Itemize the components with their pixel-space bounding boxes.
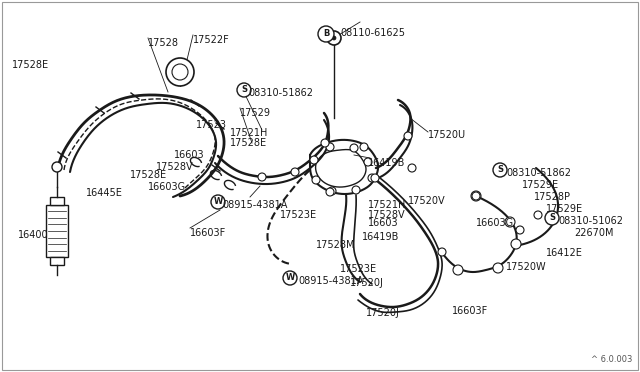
Text: 17520V: 17520V	[408, 196, 445, 206]
Circle shape	[312, 176, 320, 184]
Text: 16603F: 16603F	[190, 228, 227, 238]
Circle shape	[516, 226, 524, 234]
Text: B: B	[323, 29, 329, 38]
Circle shape	[511, 239, 521, 249]
Text: 17520J: 17520J	[350, 278, 384, 288]
Circle shape	[52, 162, 62, 172]
Circle shape	[166, 58, 194, 86]
Circle shape	[534, 211, 542, 219]
Text: 17521H: 17521H	[230, 128, 268, 138]
Circle shape	[327, 31, 341, 45]
Text: 17528V: 17528V	[368, 210, 406, 220]
Bar	[50, 197, 64, 205]
Circle shape	[283, 271, 297, 285]
Circle shape	[326, 188, 334, 196]
Text: 17520U: 17520U	[428, 130, 466, 140]
Text: 22670M: 22670M	[574, 228, 614, 238]
Text: 17521H: 17521H	[368, 200, 406, 210]
Text: 17529: 17529	[240, 108, 271, 118]
Circle shape	[472, 192, 480, 200]
Text: 17528M: 17528M	[316, 240, 355, 250]
Circle shape	[408, 164, 416, 172]
Text: 17520J: 17520J	[366, 308, 400, 318]
Circle shape	[350, 144, 358, 152]
Text: S: S	[497, 166, 503, 174]
Text: 16445E: 16445E	[86, 188, 123, 198]
Circle shape	[493, 263, 503, 273]
Text: W: W	[285, 273, 294, 282]
Text: 17523: 17523	[196, 120, 227, 130]
Text: 16603F: 16603F	[452, 306, 488, 316]
Text: 16412E: 16412E	[546, 248, 583, 258]
Text: 17528E: 17528E	[130, 170, 167, 180]
Text: 17522F: 17522F	[193, 35, 230, 45]
Text: 17520W: 17520W	[506, 262, 547, 272]
Circle shape	[237, 83, 251, 97]
Circle shape	[332, 36, 336, 40]
Text: 17529E: 17529E	[522, 180, 559, 190]
Bar	[50, 257, 64, 265]
Text: 17528V: 17528V	[156, 162, 194, 172]
Text: 17528: 17528	[148, 38, 179, 48]
Text: 17528E: 17528E	[12, 60, 49, 70]
Circle shape	[310, 156, 318, 164]
Text: 16400: 16400	[18, 230, 49, 240]
Bar	[46, 205, 68, 257]
Text: 16603G: 16603G	[148, 182, 186, 192]
Text: ^ 6.0.003: ^ 6.0.003	[591, 355, 632, 364]
Text: 17523E: 17523E	[340, 264, 377, 274]
Circle shape	[368, 174, 376, 182]
Circle shape	[505, 217, 515, 227]
Text: 16603: 16603	[368, 218, 399, 228]
Text: 08310-51862: 08310-51862	[248, 88, 313, 98]
Circle shape	[404, 132, 412, 140]
Text: 08915-4381A: 08915-4381A	[222, 200, 287, 210]
Circle shape	[453, 265, 463, 275]
Text: 08310-51062: 08310-51062	[558, 216, 623, 226]
Text: W: W	[213, 198, 223, 206]
Circle shape	[211, 195, 225, 209]
Text: 17528E: 17528E	[230, 138, 267, 148]
Circle shape	[371, 174, 379, 182]
Text: 17528P: 17528P	[534, 192, 571, 202]
Circle shape	[321, 139, 329, 147]
Text: 08110-61625: 08110-61625	[340, 28, 405, 38]
Circle shape	[326, 143, 334, 151]
Circle shape	[318, 26, 334, 42]
Circle shape	[258, 173, 266, 181]
Text: 16419B: 16419B	[362, 232, 399, 242]
Text: 17523E: 17523E	[280, 210, 317, 220]
Text: 16603G: 16603G	[476, 218, 514, 228]
Text: 16603: 16603	[174, 150, 205, 160]
Circle shape	[360, 143, 368, 151]
Circle shape	[545, 211, 559, 225]
Text: S: S	[241, 86, 247, 94]
Text: 16419B: 16419B	[368, 158, 405, 168]
Circle shape	[493, 163, 507, 177]
Text: 08915-4381A: 08915-4381A	[298, 276, 364, 286]
Circle shape	[172, 64, 188, 80]
Circle shape	[438, 248, 446, 256]
Text: 17529E: 17529E	[546, 204, 583, 214]
Circle shape	[291, 168, 299, 176]
Circle shape	[471, 191, 481, 201]
Text: S: S	[549, 214, 555, 222]
Circle shape	[328, 187, 336, 195]
Circle shape	[364, 158, 372, 166]
Circle shape	[352, 186, 360, 194]
Text: 08310-51862: 08310-51862	[506, 168, 571, 178]
